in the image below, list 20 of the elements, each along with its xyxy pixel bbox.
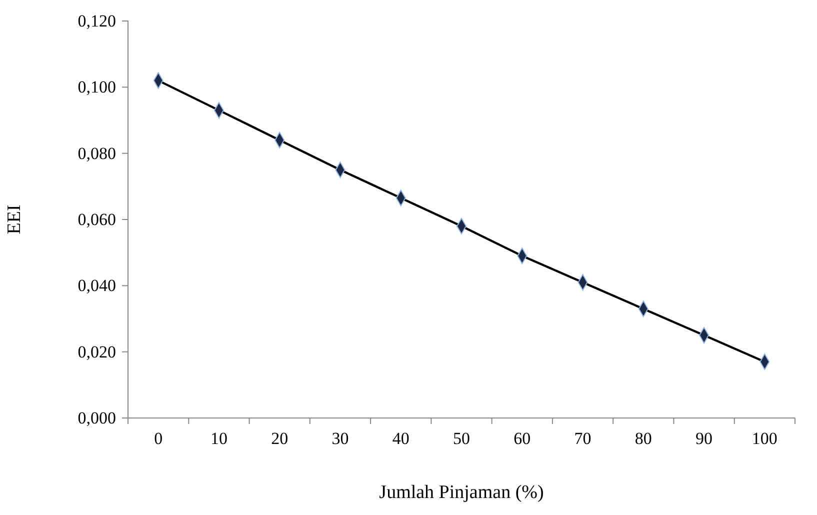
y-tick-label: 0,040 xyxy=(78,276,116,296)
x-tick-label: 20 xyxy=(271,429,288,448)
x-tick-label: 50 xyxy=(453,429,470,448)
x-tick-label: 80 xyxy=(634,429,652,448)
x-tick-label: 30 xyxy=(332,429,349,448)
x-tick-label: 0 xyxy=(154,429,163,448)
y-tick-label: 0,060 xyxy=(78,210,116,229)
x-tick-label: 60 xyxy=(514,429,531,448)
x-axis-title: Jumlah Pinjaman (%) xyxy=(379,482,544,503)
y-tick-label: 0,080 xyxy=(78,144,116,163)
x-tick-label: 90 xyxy=(696,429,713,448)
y-tick-label: 0,020 xyxy=(78,342,116,362)
y-tick-label: 0,100 xyxy=(78,78,116,97)
y-axis-title: EEI xyxy=(4,204,25,234)
x-tick-label: 40 xyxy=(392,429,410,448)
y-tick-label: 0,120 xyxy=(78,11,116,30)
y-tick-label: 0,000 xyxy=(78,408,116,428)
x-tick-label: 70 xyxy=(574,429,592,448)
x-tick-label: 10 xyxy=(210,429,228,448)
x-tick-label: 100 xyxy=(752,429,778,448)
